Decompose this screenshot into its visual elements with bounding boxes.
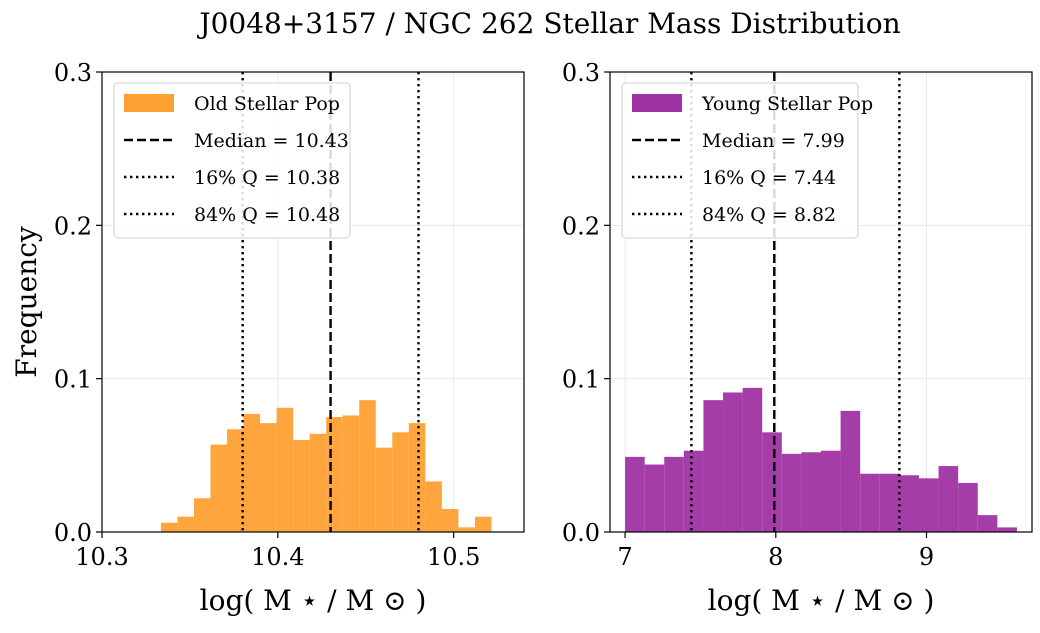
histogram-bar xyxy=(177,516,194,532)
x-axis-label: log( M ⋆ / M ⊙ ) xyxy=(200,584,427,617)
x-tick-label: 10.3 xyxy=(75,543,128,571)
legend-label: 84% Q = 10.48 xyxy=(194,204,340,226)
legend-label: 16% Q = 7.44 xyxy=(702,167,836,189)
histogram-bar xyxy=(309,433,327,532)
legend-label: Median = 10.43 xyxy=(194,130,349,152)
histogram-bar xyxy=(160,522,178,532)
y-tick-label: 0.3 xyxy=(54,59,92,87)
x-axis-label: log( M ⋆ / M ⊙ ) xyxy=(708,584,935,617)
histogram-bar xyxy=(193,498,211,532)
legend-swatch xyxy=(124,94,174,112)
histogram-bar xyxy=(359,400,376,532)
histogram-bar xyxy=(742,387,763,532)
histogram-bar xyxy=(392,432,409,532)
legend: Old Stellar Pop Median = 10.43 16% Q = 10.… xyxy=(113,82,351,239)
histogram-bar xyxy=(977,515,998,532)
panel-right: 7 8 9 0.0 0.1 0.2 0.3 log( M ⋆ / M ⊙ ) Young Ste… xyxy=(562,59,1033,617)
legend-label: Median = 7.99 xyxy=(702,130,845,152)
panel-left: 10.3 10.4 10.5 0.0 0.1 0.2 0.3 log( M ⋆ / M ⊙ )… xyxy=(10,59,525,617)
histogram-bar xyxy=(227,429,244,532)
histogram-bar xyxy=(683,450,704,532)
histogram-bar xyxy=(276,407,294,532)
y-tick-label: 0.0 xyxy=(562,519,600,547)
histogram-bar xyxy=(293,440,310,532)
histogram-bar xyxy=(375,447,393,532)
histogram-bar xyxy=(458,527,475,532)
x-tick-label: 10.4 xyxy=(251,543,304,571)
x-tick-label: 9 xyxy=(919,543,934,571)
x-tick-label: 8 xyxy=(768,543,783,571)
histogram-bar xyxy=(474,516,492,532)
histogram-bar xyxy=(342,415,360,532)
histogram-bar xyxy=(210,444,228,532)
histogram-bar xyxy=(762,432,782,532)
histogram-bar xyxy=(441,509,459,532)
legend-label: 84% Q = 8.82 xyxy=(702,204,836,226)
histogram-bar xyxy=(801,452,821,532)
histogram-bar xyxy=(899,475,919,532)
histogram-bar xyxy=(408,423,426,532)
histogram-bar xyxy=(879,473,900,532)
y-tick-label: 0.1 xyxy=(562,366,600,394)
legend-label: Old Stellar Pop xyxy=(194,93,340,115)
legend-swatch xyxy=(632,94,682,112)
histogram-bar xyxy=(703,400,724,532)
legend-box xyxy=(113,82,351,239)
histogram-bar xyxy=(425,481,442,532)
histogram-bar xyxy=(781,453,802,532)
axes-frame xyxy=(101,71,525,533)
legend-box xyxy=(621,82,859,239)
histogram-bar xyxy=(723,392,743,532)
histogram-bar xyxy=(326,417,343,532)
x-tick-label: 10.5 xyxy=(427,543,480,571)
figure-title: J0048+3157 / NGC 262 Stellar Mass Distri… xyxy=(196,7,900,40)
histogram-bar xyxy=(938,466,959,532)
histogram-bar xyxy=(644,464,665,532)
legend-label: Young Stellar Pop xyxy=(701,93,873,115)
histogram-bar xyxy=(840,410,861,532)
y-tick-label: 0.3 xyxy=(562,59,600,87)
histogram-bar xyxy=(664,456,684,532)
y-tick-label: 0.0 xyxy=(54,519,92,547)
histogram-bar xyxy=(997,527,1017,532)
histogram-bar xyxy=(958,482,978,532)
histogram-bar xyxy=(625,456,645,532)
histogram-bar xyxy=(821,450,841,532)
y-tick-label: 0.1 xyxy=(54,366,92,394)
axes-frame xyxy=(609,71,1033,533)
y-tick-label: 0.2 xyxy=(54,212,92,240)
y-axis-label: Frequency xyxy=(10,226,43,378)
y-tick-label: 0.2 xyxy=(562,212,600,240)
histogram-bar xyxy=(860,473,880,532)
x-tick-label: 7 xyxy=(617,543,632,571)
histogram-bar xyxy=(260,423,277,532)
histogram-bar xyxy=(918,478,939,532)
histogram-bar xyxy=(243,413,261,532)
legend-label: 16% Q = 10.38 xyxy=(194,167,340,189)
legend: Young Stellar Pop Median = 7.99 16% Q = 7.… xyxy=(621,82,873,239)
